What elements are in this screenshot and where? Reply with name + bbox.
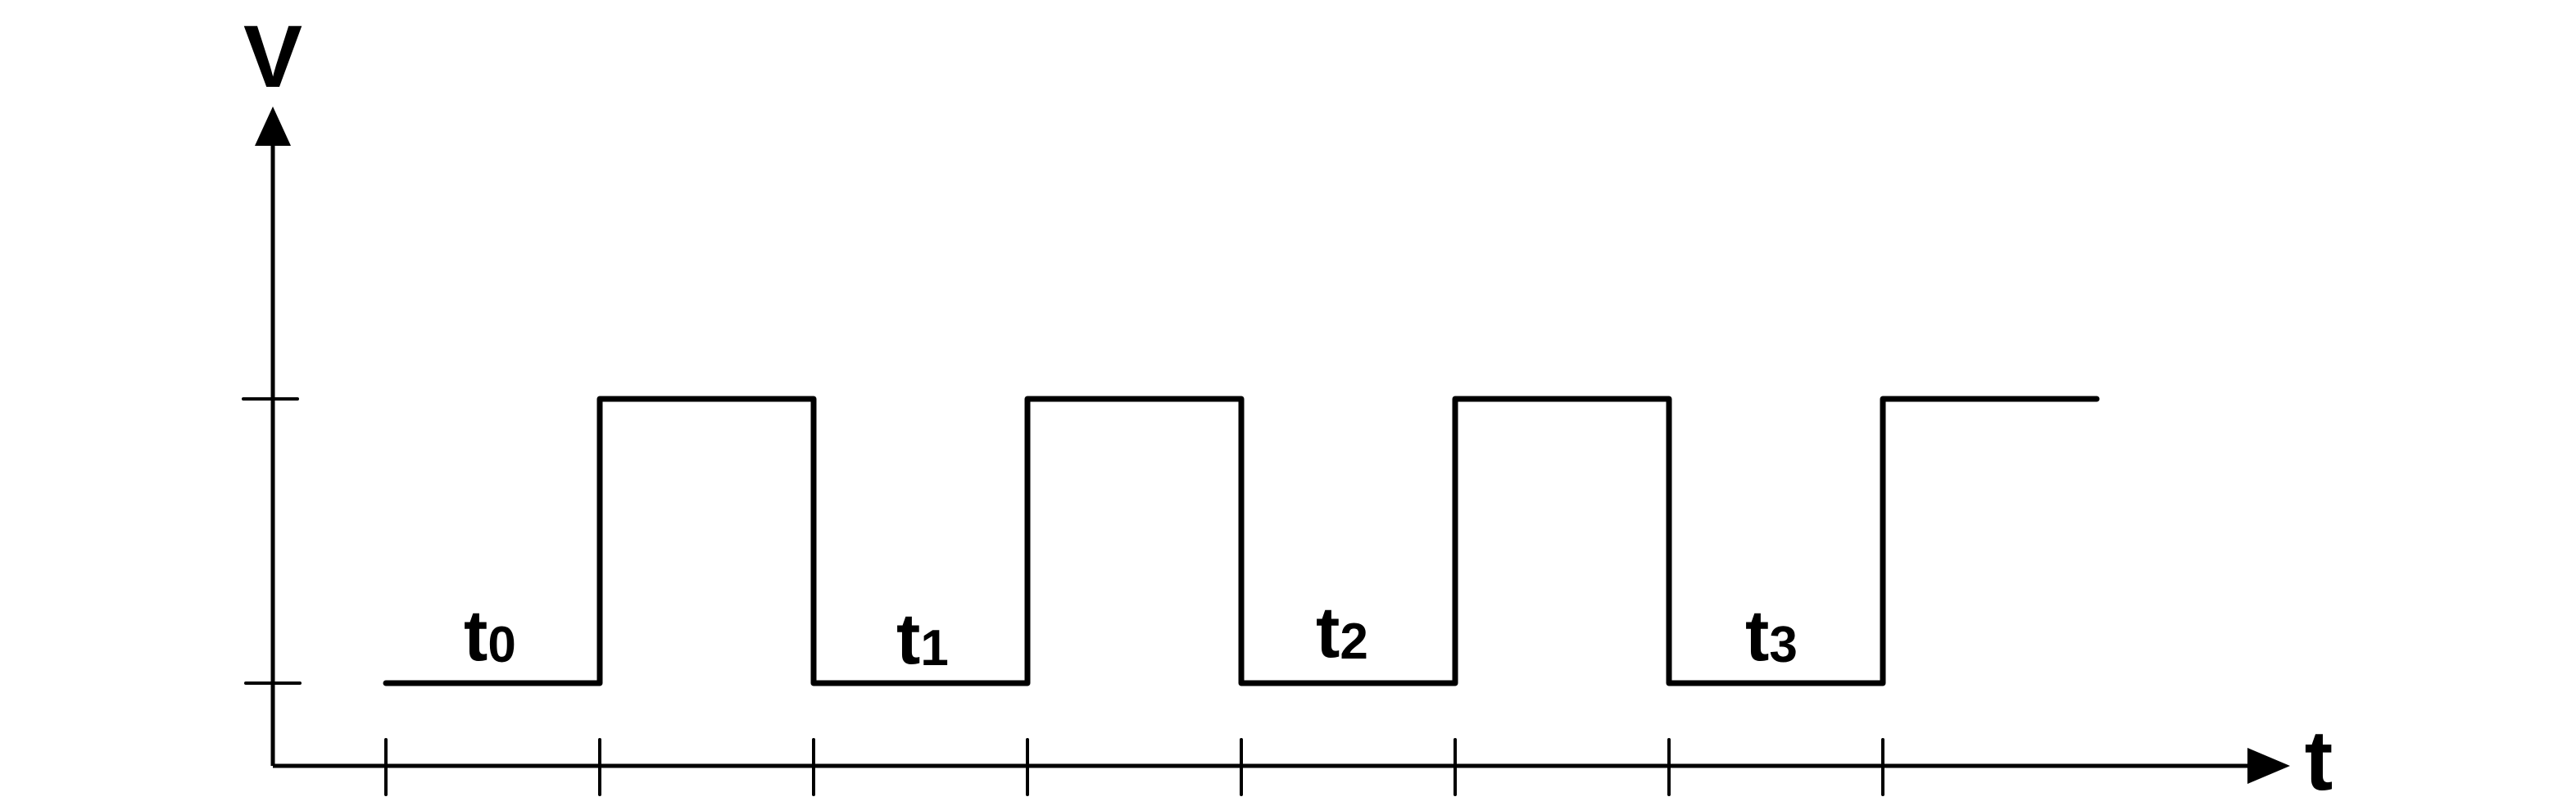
y-axis-arrow-icon [255,106,291,146]
interval-label-t0-base: t [464,595,488,676]
interval-label-t1-sub: 1 [920,620,948,677]
interval-labels: t0 t1 t2 t3 [464,591,1798,679]
interval-label-t1-base: t [896,598,920,679]
interval-label-t0-sub: 0 [488,617,515,673]
interval-label-t3: t3 [1745,595,1798,676]
x-axis-ticks [384,738,1884,796]
interval-label-t2: t2 [1316,591,1368,672]
interval-label-t2-base: t [1316,591,1340,672]
square-wave-signal [383,396,2100,686]
x-axis-label: t [2305,713,2333,806]
interval-label-t1: t1 [896,598,949,679]
x-axis-arrow-icon [2247,748,2290,784]
y-axis-label: V [243,7,302,106]
interval-label-t2-sub: 2 [1340,614,1367,670]
interval-label-t3-base: t [1745,595,1769,676]
interval-label-t3-sub: 3 [1769,617,1797,673]
interval-label-t0: t0 [464,595,516,676]
